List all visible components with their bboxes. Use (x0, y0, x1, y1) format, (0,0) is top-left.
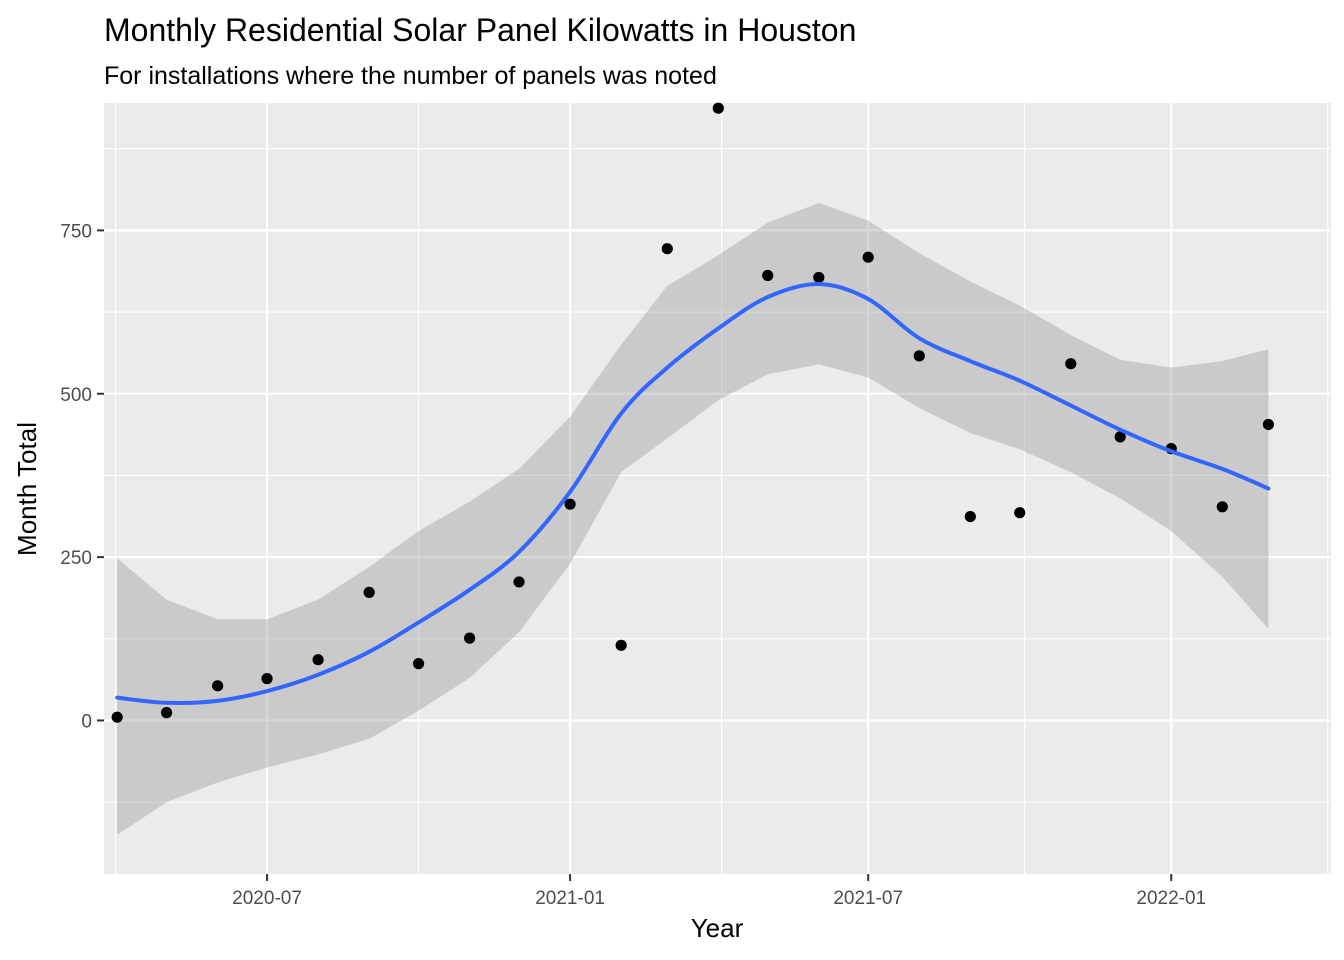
data-point (111, 711, 123, 723)
data-point (212, 680, 224, 692)
grid-major (104, 103, 1331, 874)
confidence-band-layer (117, 203, 1269, 835)
data-point (813, 271, 825, 284)
data-point (464, 632, 476, 644)
y-axis: 0 250 500 750 (60, 221, 104, 732)
y-tick-label: 500 (60, 385, 92, 406)
x-tick-label: 2020-07 (232, 888, 302, 909)
data-point (1065, 358, 1077, 370)
y-tick-label: 250 (60, 548, 92, 569)
y-tick-label: 750 (60, 221, 92, 242)
smooth-line-layer (115, 281, 1271, 706)
smooth-line (115, 281, 1271, 706)
data-point (615, 639, 627, 651)
data-point (412, 658, 425, 670)
x-axis: 2020-07 2021-01 2021-07 2022-01 (232, 874, 1206, 909)
chart-subtitle: For installations where the number of pa… (104, 62, 717, 90)
data-point (513, 576, 525, 588)
data-point (564, 498, 576, 510)
data-point (913, 350, 925, 362)
data-point (1114, 431, 1126, 443)
y-tick-label: 0 (81, 711, 92, 732)
points-layer (111, 102, 1275, 723)
data-point (312, 654, 324, 666)
data-point (1262, 418, 1275, 431)
data-point (160, 707, 173, 719)
x-tick-label: 2022-01 (1136, 888, 1206, 909)
data-point (363, 586, 375, 598)
x-axis-title: Year (691, 913, 744, 943)
data-point (762, 269, 774, 282)
data-point (862, 251, 874, 263)
data-point (261, 673, 273, 685)
data-point (661, 243, 673, 255)
data-point (712, 102, 724, 114)
y-axis-title: Month Total (12, 422, 42, 556)
confidence-band (117, 203, 1269, 835)
data-point (964, 510, 976, 523)
chart-title: Monthly Residential Solar Panel Kilowatt… (104, 12, 856, 48)
data-point (1216, 501, 1228, 513)
x-tick-label: 2021-07 (833, 888, 903, 909)
x-tick-label: 2021-01 (535, 888, 605, 909)
data-point (1014, 507, 1026, 519)
